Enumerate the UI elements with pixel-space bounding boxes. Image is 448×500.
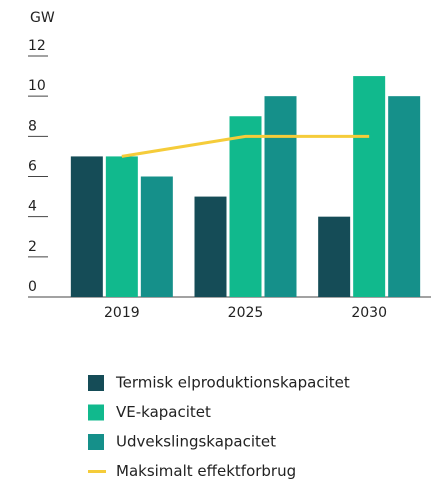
legend-label: Udvekslingskapacitet: [116, 433, 276, 451]
bar: [229, 116, 262, 297]
x-tick-label: 2025: [228, 305, 264, 321]
bar: [388, 96, 421, 298]
bar: [318, 216, 351, 297]
y-tick-label: 4: [28, 199, 37, 215]
legend-label: VE-kapacitet: [116, 403, 211, 421]
y-tick-label: 12: [28, 38, 46, 54]
y-tick-label: 6: [28, 159, 37, 175]
x-tick-label: 2030: [351, 305, 387, 321]
bar: [70, 156, 103, 297]
legend-label: Termisk elproduktionskapacitet: [115, 374, 350, 392]
legend-swatch: [88, 434, 104, 450]
y-tick-label: 2: [28, 239, 37, 255]
bar: [264, 96, 297, 298]
y-tick-label: 8: [28, 118, 37, 134]
bar: [105, 156, 138, 297]
x-tick-label: 2019: [104, 305, 140, 321]
y-axis-label: GW: [30, 10, 55, 26]
bar: [353, 76, 386, 297]
y-tick-label: 10: [28, 78, 46, 94]
legend-swatch: [88, 404, 104, 421]
bar: [194, 196, 227, 297]
legend-label: Maksimalt effektforbrug: [116, 462, 296, 480]
y-tick-label: 0: [28, 279, 37, 295]
bar: [140, 176, 173, 297]
legend-swatch: [88, 375, 104, 391]
line: [121, 134, 370, 158]
